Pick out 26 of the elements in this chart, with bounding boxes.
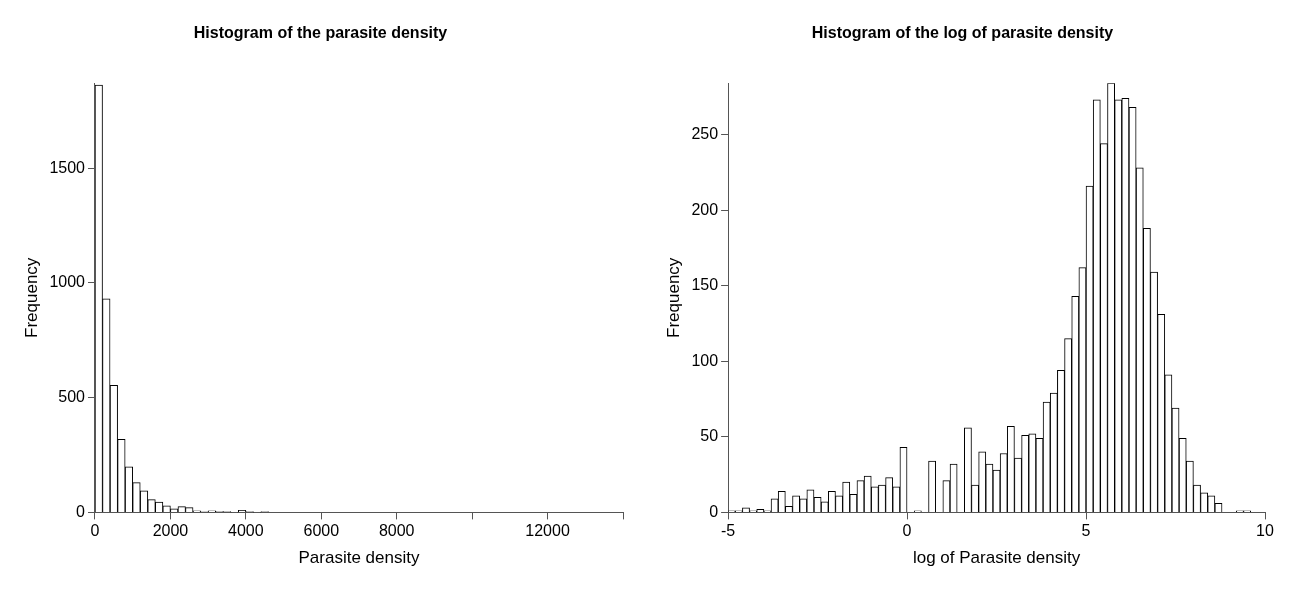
x-tick-label: 5 — [1081, 522, 1091, 540]
y-tick-label: 500 — [58, 388, 86, 406]
y-tick-label: 0 — [76, 502, 86, 520]
x-axis-title: log of Parasite density — [912, 548, 1081, 568]
y-tick-label: 1000 — [49, 273, 86, 291]
x-tick-label: 10 — [1256, 522, 1274, 540]
x-tick-label: 2000 — [152, 522, 189, 540]
x-axis-title: Parasite density — [298, 548, 420, 568]
y-tick-label: 50 — [700, 427, 719, 445]
x-tick-label: 12000 — [525, 522, 570, 540]
y-axis-title: Frequency — [21, 257, 41, 338]
y-tick-label: 250 — [691, 124, 719, 142]
x-tick-label: 0 — [902, 522, 912, 540]
x-tick-label: 8000 — [378, 522, 415, 540]
y-tick-label: 200 — [691, 200, 719, 218]
chart-title: Histogram of the log of parasite density — [811, 24, 1114, 42]
y-tick-label: 150 — [691, 276, 719, 294]
chart-title: Histogram of the parasite density — [193, 24, 448, 42]
x-tick-label: 4000 — [228, 522, 264, 540]
x-tick-label: -5 — [720, 522, 736, 540]
y-tick-label: 100 — [691, 351, 719, 369]
y-axis-title: Frequency — [663, 257, 683, 338]
x-tick-label: 0 — [90, 522, 100, 540]
x-tick-label: 6000 — [303, 522, 340, 540]
y-tick-label: 0 — [709, 502, 719, 520]
y-tick-label: 1500 — [49, 158, 86, 176]
